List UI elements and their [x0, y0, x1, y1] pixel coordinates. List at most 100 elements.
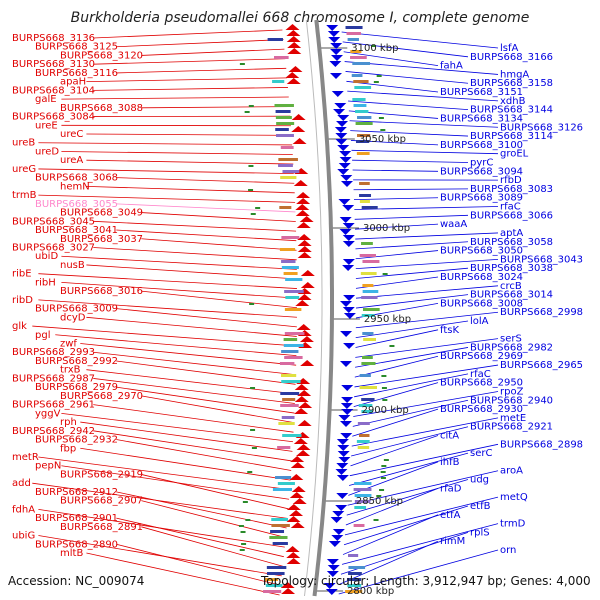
feature-block: [347, 584, 362, 587]
left-gene-label: ribH: [35, 277, 56, 288]
feature-block: [284, 308, 302, 311]
feature-block: [361, 242, 373, 245]
feature-block: [285, 296, 300, 299]
marker-tick: [380, 471, 386, 473]
left-connector: [38, 456, 290, 491]
right-gene-label: waaA: [440, 219, 467, 230]
reverse-gene-arrow: [340, 331, 353, 337]
reverse-gene-arrow: [336, 475, 349, 481]
left-connector: [116, 543, 281, 586]
forward-gene-arrow: [285, 72, 300, 78]
right-connector: [351, 426, 469, 457]
left-connector: [86, 159, 294, 165]
forward-gene-arrow: [289, 474, 304, 480]
right-gene-label: BURPS668_3158: [470, 78, 553, 89]
left-gene-label: BURPS668_2932: [35, 435, 118, 446]
left-connector: [61, 282, 298, 299]
reverse-gene-arrow: [325, 589, 338, 595]
left-gene-label: zwf: [60, 339, 77, 350]
left-gene-label: BURPS668_3120: [60, 50, 143, 61]
right-connector: [352, 169, 439, 172]
feature-block: [359, 254, 376, 257]
forward-gene-arrow: [299, 216, 314, 222]
left-connector: [93, 220, 297, 232]
right-connector: [342, 41, 469, 58]
forward-gene-arrow: [285, 546, 300, 552]
left-connector: [80, 447, 291, 481]
marker-tick: [381, 465, 387, 467]
reverse-gene-arrow: [329, 61, 342, 67]
left-connector: [116, 360, 296, 385]
right-connector: [349, 443, 499, 477]
feature-block: [278, 422, 295, 425]
feature-block: [281, 416, 295, 419]
right-connector: [346, 479, 469, 516]
right-connector: [354, 214, 469, 220]
backbone-arc: [312, 19, 334, 597]
forward-gene-arrow: [286, 30, 301, 36]
left-gene-label: BURPS668_3055: [35, 199, 118, 210]
feature-block: [361, 296, 378, 299]
left-gene-label: BURPS668_3009: [35, 304, 118, 315]
marker-tick: [383, 459, 389, 461]
right-connector: [345, 71, 469, 84]
left-gene-label: BURPS668_3125: [35, 42, 118, 53]
reverse-gene-arrow: [331, 91, 344, 97]
right-gene-label: BURPS668_3083: [470, 184, 553, 195]
forward-gene-arrow: [295, 204, 310, 210]
forward-gene-arrow: [291, 126, 306, 132]
feature-block: [281, 260, 296, 263]
right-gene-label: BURPS668_3043: [500, 254, 583, 265]
reverse-gene-arrow: [336, 121, 349, 127]
right-gene-label: crcB: [500, 281, 522, 292]
marker-tick: [380, 477, 386, 479]
kbp-label: 3050 kbp: [359, 134, 406, 145]
accession-text: Accession: NC_009074: [8, 574, 145, 588]
reverse-gene-arrow: [329, 73, 342, 79]
right-connector: [346, 80, 439, 93]
right-gene-label: BURPS668_3014: [470, 290, 553, 301]
feature-block: [354, 500, 371, 503]
left-gene-label: mltB: [60, 548, 83, 559]
marker-tick: [371, 45, 377, 47]
marker-tick: [239, 63, 245, 65]
reverse-gene-arrow: [341, 181, 354, 187]
feature-block: [359, 374, 371, 377]
right-gene-label: BURPS668_3126: [500, 122, 583, 133]
kbp-label: 3000 kbp: [363, 223, 410, 234]
right-gene-label: fahA: [440, 61, 463, 72]
left-gene-label: BURPS668_2993: [12, 347, 95, 358]
forward-gene-arrow: [296, 450, 311, 456]
reverse-gene-arrow: [334, 127, 347, 133]
left-connector: [116, 439, 292, 471]
left-gene-label: trxB: [60, 365, 81, 376]
left-gene-label: pgl: [35, 330, 50, 341]
feature-block: [359, 182, 370, 185]
left-gene-label: BURPS668_2907: [60, 496, 143, 507]
map-title: Burkholderia pseudomallei 668 chromosome…: [70, 10, 530, 26]
reverse-gene-arrow: [323, 583, 336, 589]
right-connector: [350, 130, 469, 137]
reverse-gene-arrow: [336, 493, 349, 499]
right-connector: [354, 364, 499, 388]
feature-block: [272, 488, 292, 491]
feature-block: [355, 122, 373, 125]
right-connector: [355, 285, 499, 299]
right-connector: [354, 223, 439, 230]
forward-gene-arrow: [296, 198, 311, 204]
reverse-gene-arrow: [342, 205, 355, 211]
feature-block: [348, 554, 359, 557]
forward-gene-arrow: [297, 234, 312, 240]
left-connector: [61, 255, 297, 270]
right-gene-label: BURPS668_2921: [470, 422, 553, 433]
right-gene-label: etfB: [470, 501, 491, 512]
reverse-gene-arrow: [337, 451, 350, 457]
left-connector: [86, 264, 297, 280]
marker-tick: [373, 519, 379, 521]
feature-block: [355, 110, 369, 113]
right-gene-label: rfaD: [440, 483, 462, 494]
feature-block: [279, 206, 292, 209]
feature-block: [353, 488, 372, 491]
reverse-gene-arrow: [342, 265, 355, 271]
feature-block: [274, 104, 294, 107]
